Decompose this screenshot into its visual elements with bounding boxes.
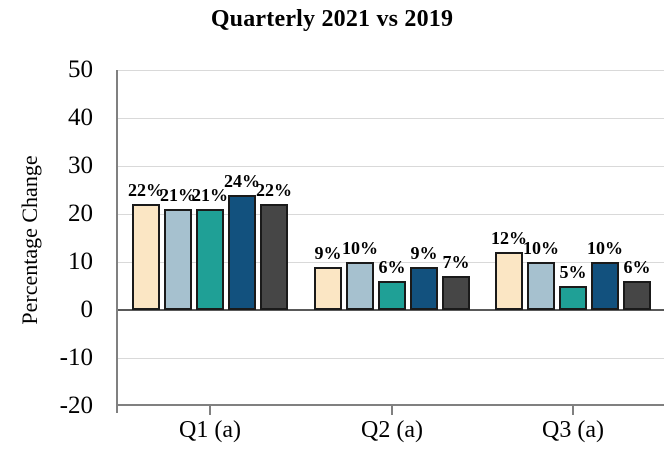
gridline [118, 213, 664, 215]
bar-data-label: 5% [559, 262, 587, 282]
bar-Q1a-series-3 [196, 209, 224, 310]
x-axis-line [116, 404, 664, 406]
x-axis-category-label: Q3 (a) [542, 417, 604, 443]
gridline [118, 261, 664, 263]
y-axis-line [116, 70, 118, 413]
bar-data-label: 24% [224, 170, 260, 191]
y-axis-tick-label: 20 [68, 200, 93, 227]
bar-Q2a-series-2 [346, 262, 374, 310]
bar-Q1a-series-5 [260, 204, 288, 310]
bar-data-label: 10% [587, 238, 623, 258]
bar-Q2a-series-4 [410, 266, 438, 310]
bar-data-label: 12% [491, 228, 527, 249]
bar-Q3a-series-4 [591, 262, 619, 310]
bar-data-label: 7% [442, 252, 470, 273]
y-axis-tick-label: 10 [68, 248, 93, 275]
x-axis-tick [572, 406, 574, 415]
bar-data-label: 6% [623, 257, 651, 278]
bar-data-label: 22% [128, 180, 164, 201]
bar-data-label: 22% [256, 180, 292, 201]
y-axis-tick-label: 0 [80, 296, 94, 323]
bar-Q1a-series-2 [164, 209, 192, 310]
bar-Q2a-series-3 [378, 281, 406, 310]
x-axis-category-label: Q2 (a) [361, 417, 423, 443]
y-axis-tick-label: 30 [68, 152, 93, 179]
gridline [118, 357, 664, 359]
bar-data-label: 9% [410, 242, 438, 263]
chart-title: Quarterly 2021 vs 2019 [210, 6, 454, 32]
gridline [118, 165, 664, 167]
bar-data-label: 6% [378, 257, 406, 278]
bar-Q1a-series-1 [132, 204, 160, 310]
gridline [118, 117, 664, 119]
bar-Q3a-series-5 [623, 281, 651, 310]
x-axis-tick [391, 406, 393, 415]
bar-Q3a-series-3 [559, 286, 587, 310]
bar-Q3a-series-1 [495, 252, 523, 310]
bar-data-label: 9% [314, 242, 342, 263]
bar-data-label: 21% [160, 185, 196, 206]
gridline [118, 69, 664, 71]
bar-Q2a-series-5 [442, 276, 470, 310]
y-axis-tick-label: -10 [59, 344, 93, 371]
bar-data-label: 10% [342, 238, 378, 258]
zero-gridline [118, 309, 664, 311]
y-axis-tick-label: 50 [68, 56, 93, 83]
x-axis-tick [209, 406, 211, 415]
bar-data-label: 10% [523, 238, 559, 258]
x-axis-category-label: Q1 (a) [179, 417, 241, 443]
y-axis-tick-label: -20 [59, 392, 93, 419]
y-axis-tick-label: 40 [68, 104, 93, 131]
bar-data-label: 21% [192, 185, 228, 206]
bar-Q3a-series-2 [527, 262, 555, 310]
bar-Q1a-series-4 [228, 194, 256, 310]
bar-Q2a-series-1 [314, 266, 342, 310]
